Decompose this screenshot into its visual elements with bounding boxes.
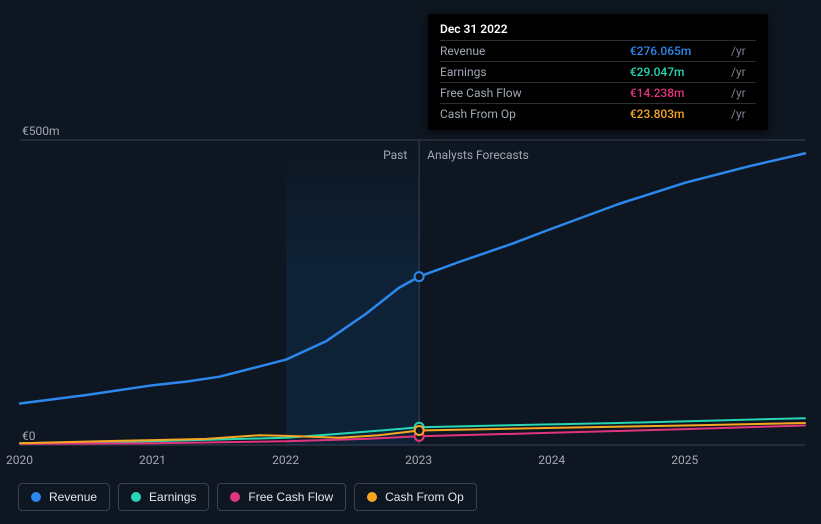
x-axis-label: 2020 bbox=[6, 453, 33, 467]
tooltip-row-label: Earnings bbox=[440, 62, 630, 83]
legend-item-label: Free Cash Flow bbox=[248, 490, 333, 504]
divider-label-forecast: Analysts Forecasts bbox=[427, 148, 529, 162]
divider-label-past: Past bbox=[383, 148, 407, 162]
tooltip-row-unit: /yr bbox=[729, 83, 756, 104]
legend-item-cfo[interactable]: Cash From Op bbox=[354, 483, 477, 511]
legend-dot-icon bbox=[31, 492, 41, 502]
x-axis-label: 2021 bbox=[139, 453, 166, 467]
tooltip-row-value: €23.803m bbox=[630, 104, 729, 125]
x-axis-label: 2023 bbox=[405, 453, 432, 467]
legend-item-earnings[interactable]: Earnings bbox=[118, 483, 209, 511]
legend-item-label: Earnings bbox=[149, 490, 196, 504]
chart-tooltip: Dec 31 2022 Revenue €276.065m /yr Earnin… bbox=[428, 14, 768, 130]
tooltip-row-value: €14.238m bbox=[630, 83, 729, 104]
x-axis-label: 2024 bbox=[538, 453, 565, 467]
legend-item-fcf[interactable]: Free Cash Flow bbox=[217, 483, 346, 511]
x-axis-label: 2025 bbox=[671, 453, 698, 467]
tooltip-row-label: Free Cash Flow bbox=[440, 83, 630, 104]
tooltip-row-label: Cash From Op bbox=[440, 104, 630, 125]
x-axis-label: 2022 bbox=[272, 453, 299, 467]
tooltip-row-value: €29.047m bbox=[630, 62, 729, 83]
legend-item-revenue[interactable]: Revenue bbox=[18, 483, 110, 511]
legend-dot-icon bbox=[367, 492, 377, 502]
y-axis-label: €500m bbox=[22, 124, 60, 138]
tooltip-row-unit: /yr bbox=[729, 41, 756, 62]
tooltip-title: Dec 31 2022 bbox=[440, 22, 756, 40]
legend-item-label: Revenue bbox=[49, 490, 97, 504]
y-axis-label: €0 bbox=[22, 429, 36, 443]
legend-dot-icon bbox=[131, 492, 141, 502]
tooltip-row-label: Revenue bbox=[440, 41, 630, 62]
tooltip-row-unit: /yr bbox=[729, 104, 756, 125]
chart-legend: Revenue Earnings Free Cash Flow Cash Fro… bbox=[18, 483, 477, 511]
legend-dot-icon bbox=[230, 492, 240, 502]
tooltip-row-value: €276.065m bbox=[630, 41, 729, 62]
legend-item-label: Cash From Op bbox=[385, 490, 464, 504]
tooltip-row-unit: /yr bbox=[729, 62, 756, 83]
